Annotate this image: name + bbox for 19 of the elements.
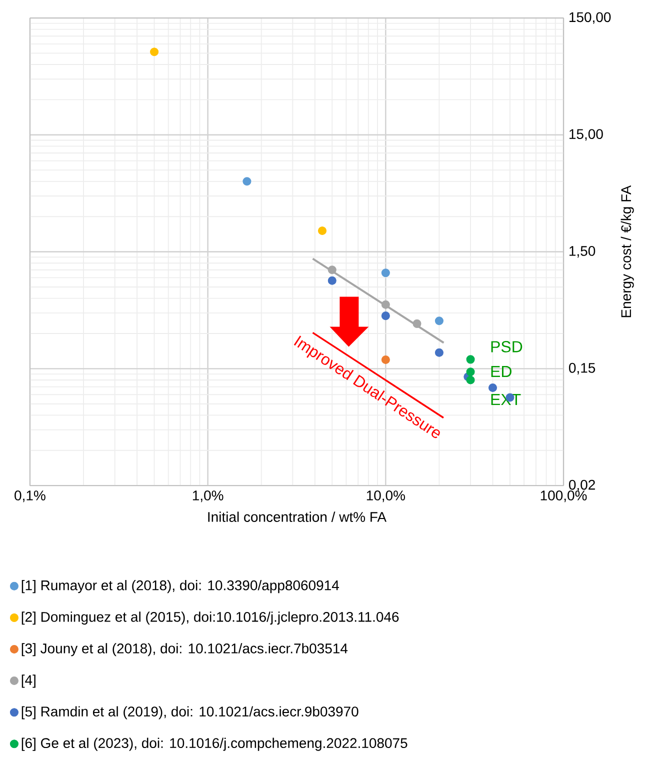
y-axis-title: Energy cost / €/kg FA — [620, 185, 634, 318]
legend-label: [6] Ge et al (2023), doi: 10.1016/j.compchemeng.2022.108075 — [22, 738, 408, 751]
y-tick-label: 0,02 — [568, 480, 595, 492]
x-tick-label: 1,0% — [192, 490, 224, 502]
y-tick-label: 15,00 — [569, 129, 603, 141]
y-tick-label: 150,00 — [569, 12, 610, 24]
annotation: PSD — [491, 341, 522, 352]
annotation: ED — [491, 366, 512, 377]
legend-label: [4] — [22, 674, 36, 688]
legend-label: [2] Dominguez et al (2015), doi:10.1016/j.jclepro.2013.11.046 — [22, 612, 398, 625]
legend-label: [1] Rumayor et al (2018), doi: 10.3390/app8060914 — [22, 580, 339, 594]
y-tick-label: 1,50 — [569, 246, 595, 258]
x-tick-label: 10,0% — [366, 490, 405, 502]
x-tick-label: 100,0% — [540, 490, 587, 502]
y-tick-label: 0,15 — [568, 362, 595, 374]
x-axis-title: Initial concentration / wt% FA — [208, 512, 386, 522]
legend-label: [5] Ramdin et al (2019), doi: 10.1021/acs.iecr.9b03970 — [22, 706, 358, 720]
x-tick-label: 0,1% — [14, 490, 46, 502]
legend-label: [3] Jouny et al (2018), doi: 10.1021/acs.iecr.7b03514 — [22, 643, 348, 656]
